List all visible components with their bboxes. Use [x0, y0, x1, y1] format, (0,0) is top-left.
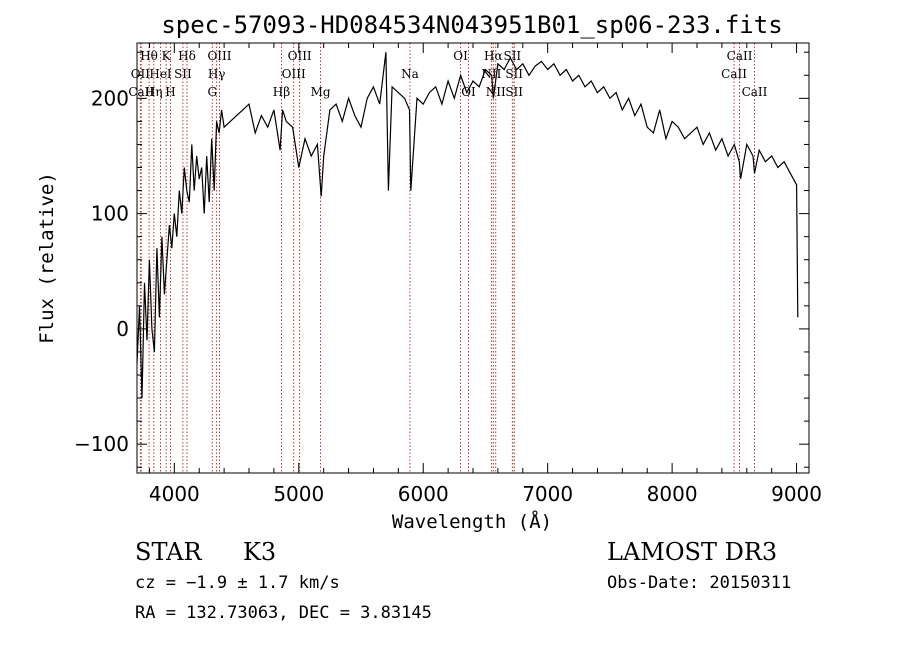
- line-marker-label: OI: [453, 49, 468, 63]
- coordinates: RA = 132.73063, DEC = 3.83145: [135, 603, 432, 623]
- spectrum-line: [136, 52, 799, 399]
- redshift-text: cz = −1.9 ± 1.7 km/s: [135, 573, 340, 593]
- line-marker-label: Hα: [484, 49, 503, 63]
- chart-title: spec-57093-HD084534N043951B01_sp06-233.f…: [161, 11, 782, 39]
- x-tick-label: 5000: [273, 482, 324, 506]
- line-marker-label: CaII: [727, 49, 753, 63]
- line-marker-labels: Hθ OII CaII K HeI Hη H SII Hδ OIII Hγ G Hβ OIII OIII Mg…: [128, 49, 767, 99]
- line-marker-label: SII: [505, 85, 523, 99]
- line-marker-label: H: [165, 85, 175, 99]
- y-tick-label: 200: [91, 86, 129, 110]
- y-axis-ticks: −100 0 100 200: [74, 51, 809, 468]
- line-marker-label: Na: [401, 67, 419, 81]
- y-tick-label: 0: [116, 317, 129, 341]
- line-marker-label: SII: [174, 67, 192, 81]
- x-axis-ticks: 4000 5000 6000 7000 8000 9000: [149, 43, 822, 506]
- line-marker-label: Hη: [145, 85, 163, 99]
- y-tick-label: 100: [91, 202, 129, 226]
- line-marker-label: OIII: [288, 49, 312, 63]
- object-class: STAR: [135, 538, 202, 566]
- line-marker-label: NII: [486, 85, 506, 99]
- y-axis-label: Flux (relative): [36, 172, 58, 344]
- object-subclass: K3: [243, 538, 277, 566]
- line-marker-label: SII: [505, 67, 523, 81]
- line-marker-label: OII: [131, 67, 151, 81]
- line-marker-label: OIII: [207, 49, 231, 63]
- line-marker-label: CaII: [742, 85, 768, 99]
- y-tick-label: −100: [74, 432, 129, 456]
- survey-name: LAMOST DR3: [607, 538, 778, 566]
- x-tick-label: 6000: [398, 482, 449, 506]
- plot-frame: [136, 42, 810, 474]
- line-marker-label: OI: [461, 85, 476, 99]
- line-marker-label: Hβ: [273, 85, 290, 99]
- line-marker-label: OIII: [282, 67, 306, 81]
- line-marker-label: Hγ: [208, 67, 226, 81]
- x-tick-label: 8000: [647, 482, 698, 506]
- line-marker-label: SII: [503, 49, 521, 63]
- line-marker-label: CaII: [128, 85, 154, 99]
- line-marker-label: Mg: [311, 85, 331, 99]
- line-marker-label: CaII: [721, 67, 747, 81]
- line-marker-lines: [139, 43, 755, 473]
- line-marker-label: HeI: [149, 67, 172, 81]
- x-tick-label: 7000: [522, 482, 573, 506]
- obs-date: Obs-Date: 20150311: [607, 573, 792, 593]
- x-tick-label: 4000: [149, 482, 200, 506]
- line-marker-label: G: [207, 85, 217, 99]
- x-tick-label: 9000: [771, 482, 822, 506]
- x-axis-label: Wavelength (Å): [392, 510, 552, 533]
- line-marker-label: Hδ: [178, 49, 196, 63]
- line-marker-label: Hθ: [140, 49, 158, 63]
- line-marker-label: K: [162, 49, 172, 63]
